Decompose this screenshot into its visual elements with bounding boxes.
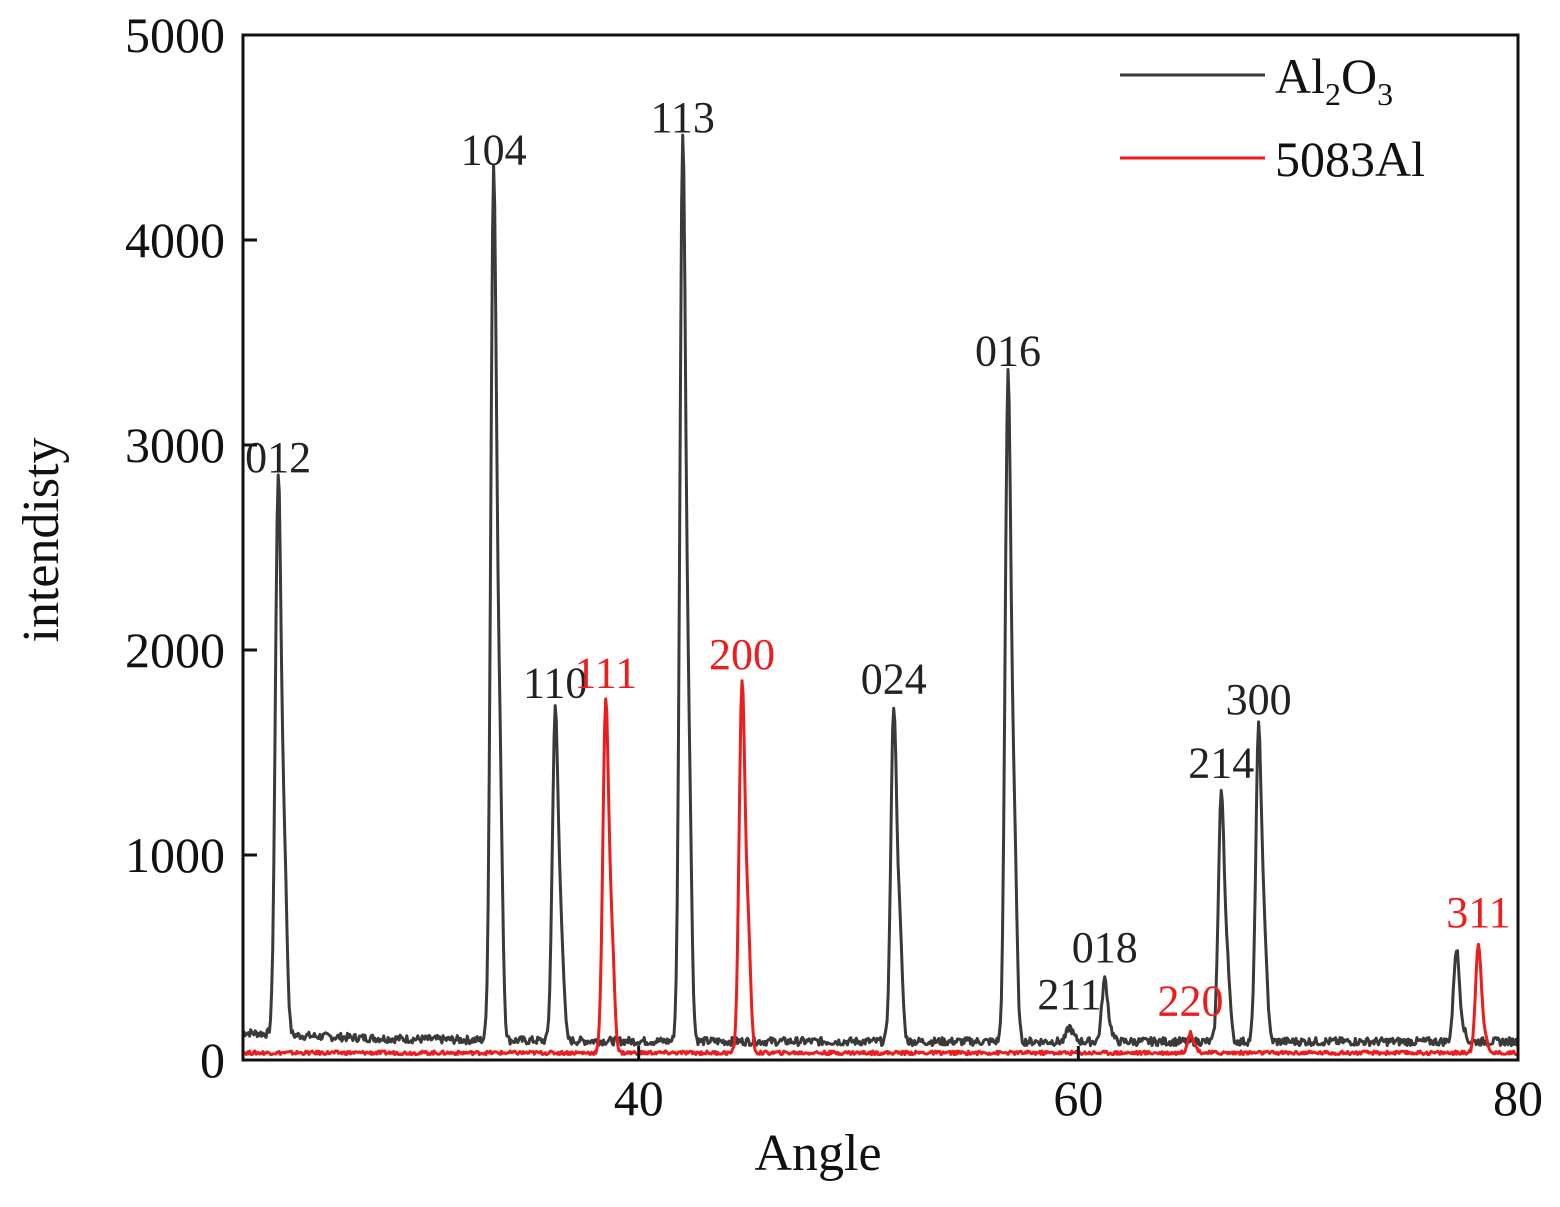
plot-frame bbox=[241, 33, 1520, 1062]
y-tick-label: 0 bbox=[200, 1032, 225, 1088]
y-tick-label: 5000 bbox=[125, 7, 225, 63]
series-layer bbox=[241, 133, 1519, 1057]
legend-al2o3-sub2: 3 bbox=[1377, 76, 1393, 112]
peak-label-211: 211 bbox=[1037, 970, 1101, 1019]
peak-label-104: 104 bbox=[461, 126, 527, 175]
legend-al2o3-sub1: 2 bbox=[1325, 76, 1341, 112]
x-tick-label: 60 bbox=[1053, 1070, 1103, 1126]
peak-label-012: 012 bbox=[245, 433, 311, 482]
peak-label-214: 214 bbox=[1188, 739, 1254, 788]
peak-label-300: 300 bbox=[1226, 675, 1292, 724]
x-axis-title: Angle bbox=[754, 1125, 881, 1182]
x-tick-label: 40 bbox=[614, 1070, 664, 1126]
peak-label-110: 110 bbox=[523, 659, 587, 708]
peak-label-200: 200 bbox=[709, 630, 775, 679]
series-line-5083al bbox=[241, 679, 1519, 1057]
peak-label-024: 024 bbox=[861, 655, 927, 704]
legend-label-al2o3: Al2O3 bbox=[1275, 48, 1393, 112]
peak-label-220: 220 bbox=[1157, 976, 1223, 1025]
peak-label-113: 113 bbox=[650, 93, 714, 142]
legend: Al2O3 5083Al bbox=[1120, 48, 1425, 187]
legend-al2o3-base: Al bbox=[1275, 48, 1325, 104]
y-tick-label: 3000 bbox=[125, 417, 225, 473]
legend-label-5083al: 5083Al bbox=[1275, 131, 1425, 187]
peak-label-111: 111 bbox=[574, 648, 637, 697]
series-line-al2o3 bbox=[242, 133, 1519, 1048]
axes-layer: 0 1000 2000 3000 4000 5000 40 60 80 bbox=[125, 7, 1543, 1126]
peak-label-016: 016 bbox=[975, 327, 1041, 376]
y-tick-label: 1000 bbox=[125, 827, 225, 883]
y-tick-label: 4000 bbox=[125, 212, 225, 268]
peak-label-311: 311 bbox=[1446, 888, 1510, 937]
peak-label-018: 018 bbox=[1072, 923, 1138, 972]
legend-al2o3-mid: O bbox=[1341, 48, 1377, 104]
y-axis-title: intendisty bbox=[13, 437, 70, 642]
x-tick-label: 80 bbox=[1493, 1070, 1543, 1126]
y-tick-label: 2000 bbox=[125, 622, 225, 678]
